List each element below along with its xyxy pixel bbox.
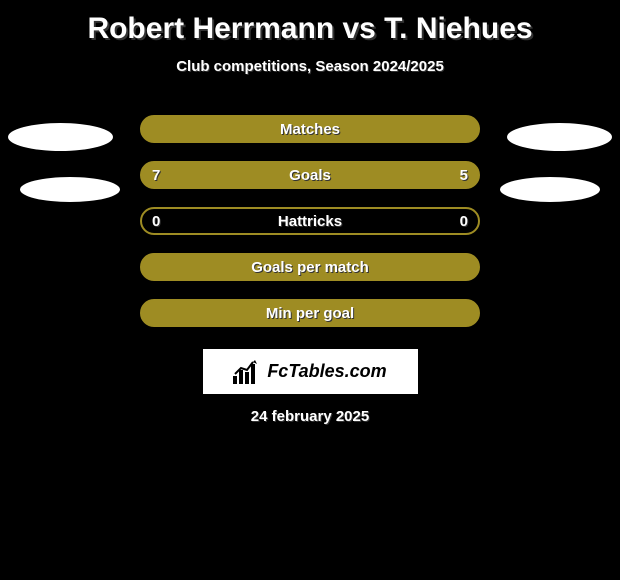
stat-label-gpm: Goals per match [251,259,369,276]
stat-label-mpg: Min per goal [266,305,354,322]
subtitle: Club competitions, Season 2024/2025 [176,58,444,75]
stats-area: Matches 7 Goals 5 0 Hattricks 0 Goals pe… [0,115,620,425]
stat-left-goals: 7 [152,167,160,184]
brand-text: FcTables.com [267,361,386,382]
main-container: Robert Herrmann vs T. Niehues Club compe… [0,0,620,425]
stat-row-goals: 7 Goals 5 [140,161,480,189]
stat-row-gpm: Goals per match [140,253,480,281]
stat-right-hattricks: 0 [460,213,468,230]
footer-date: 24 february 2025 [251,408,369,425]
brand-logo-icon [233,360,261,384]
stat-row-mpg: Min per goal [140,299,480,327]
brand-box: FcTables.com [203,349,418,394]
stat-row-hattricks: 0 Hattricks 0 [140,207,480,235]
stat-right-goals: 5 [460,167,468,184]
stat-label-matches: Matches [280,121,340,138]
stat-label-hattricks: Hattricks [278,213,342,230]
stat-label-goals: Goals [289,167,331,184]
page-title: Robert Herrmann vs T. Niehues [87,12,532,46]
stat-left-hattricks: 0 [152,213,160,230]
stat-row-matches: Matches [140,115,480,143]
